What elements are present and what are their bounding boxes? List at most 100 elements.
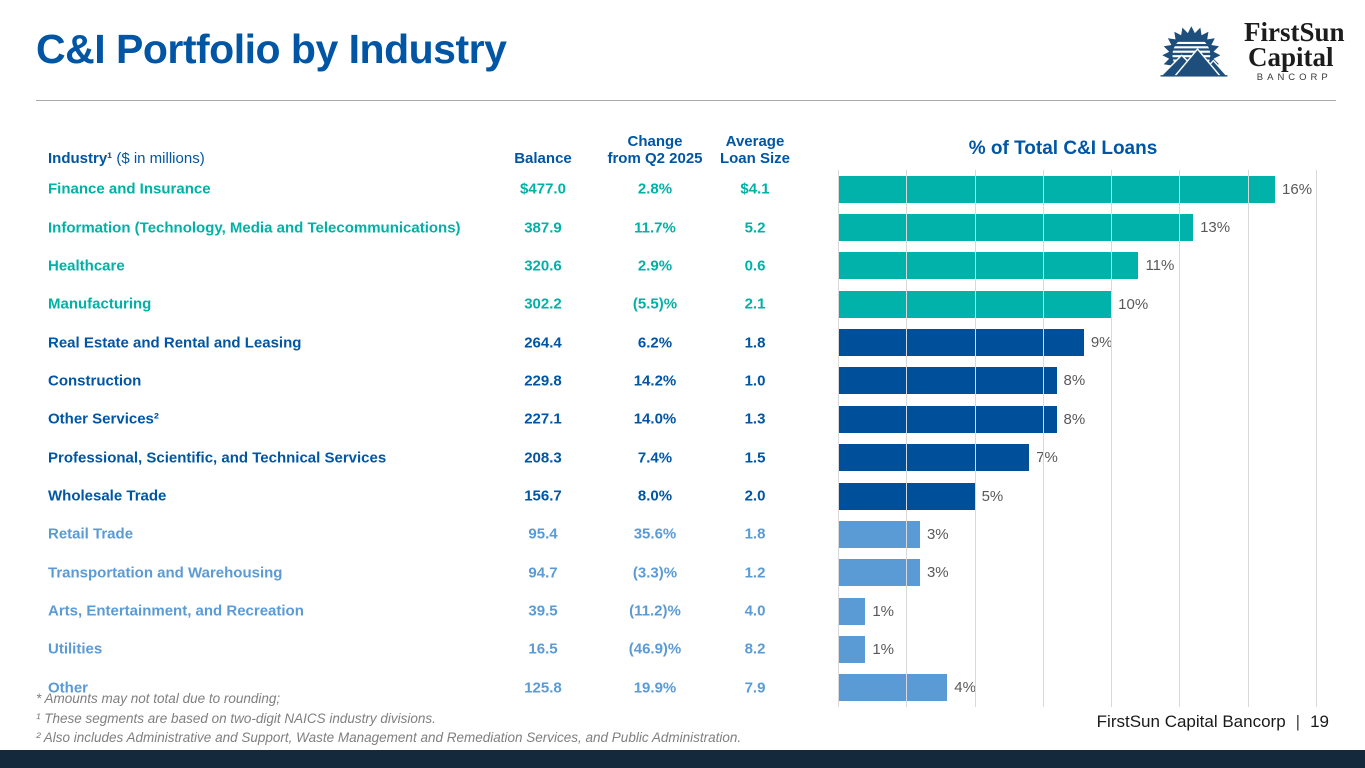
avg-loan-size-value: 1.2 (744, 564, 766, 582)
balance-value: 302.2 (524, 295, 562, 313)
balance-value: 125.8 (524, 679, 562, 697)
change-value: 8.0% (637, 487, 673, 505)
chart-bar-row: 13% (838, 208, 1316, 246)
footnote-other-services: ² Also includes Administrative and Suppo… (36, 730, 742, 745)
page-footer: FirstSun Capital Bancorp | 19 (1097, 712, 1329, 732)
bar (838, 367, 1057, 395)
bar-value-label: 7% (1036, 449, 1058, 467)
bar-value-label: 9% (1090, 334, 1113, 352)
bar-value-label: 11% (1145, 257, 1175, 275)
chart-bar-row: 1% (838, 630, 1316, 668)
industry-name: Professional, Scientific, and Technical … (48, 449, 387, 467)
chart-bar-row: 3% (838, 554, 1316, 592)
change-value: 14.2% (633, 372, 677, 390)
industry-name: Wholesale Trade (48, 487, 167, 505)
bar-value-label: 1% (872, 640, 894, 658)
bar (838, 674, 948, 702)
chart-gridline (1316, 170, 1317, 707)
table-row: Manufacturing 302.2 (5.5)% 2.1 (36, 285, 816, 323)
balance-value: 39.5 (528, 602, 558, 620)
balance-value: 387.9 (524, 219, 562, 237)
avg-loan-size-value: 1.3 (744, 410, 766, 428)
industry-name: Manufacturing (48, 295, 152, 313)
industry-name: Transportation and Warehousing (48, 564, 283, 582)
bar (838, 405, 1057, 433)
chart-bar-row: 1% (838, 592, 1316, 630)
table-row: Real Estate and Rental and Leasing 264.4… (36, 323, 816, 361)
footnotes: * Amounts may not total due to rounding;… (36, 689, 741, 748)
avg-loan-size-value: 1.8 (744, 525, 766, 543)
chart-bar-row: 7% (838, 439, 1316, 477)
chart-gridline (838, 170, 839, 707)
bottom-accent-bar (0, 750, 1365, 768)
table-row: Arts, Entertainment, and Recreation 39.5… (36, 592, 816, 630)
change-value: 19.9% (633, 679, 677, 697)
chart-gridline (1111, 170, 1113, 707)
bar (838, 597, 866, 625)
avg-loan-size-value: $4.1 (740, 180, 770, 198)
table-row: Information (Technology, Media and Telec… (36, 208, 816, 246)
bar-value-label: 10% (1118, 295, 1149, 313)
page-title: C&I Portfolio by Industry (36, 26, 507, 72)
change-header-line2: from Q2 2025 (607, 150, 703, 167)
change-value: 2.9% (637, 257, 673, 275)
chart-bar-row: 11% (838, 247, 1316, 285)
bar (838, 329, 1084, 357)
change-value: 2.8% (637, 180, 673, 198)
change-value: (11.2)% (629, 602, 681, 620)
avg-header-line1: Average (725, 133, 785, 150)
balance-value: 94.7 (528, 564, 558, 582)
balance-value: $477.0 (520, 180, 566, 198)
change-value: 11.7% (634, 219, 676, 237)
logo-wordmark-line2: Capital (1248, 41, 1334, 72)
avg-loan-size-value: 8.2 (744, 640, 766, 658)
table-row: Professional, Scientific, and Technical … (36, 439, 816, 477)
balance-value: 208.3 (524, 449, 562, 467)
column-header-industry: Industry¹ ($ in millions) (48, 150, 205, 167)
bar (838, 559, 920, 587)
bar-value-label: 5% (981, 487, 1004, 505)
bar-value-label: 8% (1063, 372, 1086, 390)
balance-value: 320.6 (524, 257, 562, 275)
chart-gridline (974, 170, 976, 707)
industry-name: Healthcare (48, 257, 125, 275)
change-value: 35.6% (633, 525, 677, 543)
table-row: Healthcare 320.6 2.9% 0.6 (36, 247, 816, 285)
balance-value: 227.1 (524, 410, 562, 428)
bar-value-label: 16% (1282, 180, 1313, 198)
avg-header-line2: Loan Size (719, 150, 790, 167)
table-header: Industry¹ ($ in millions) Balance Change… (36, 126, 816, 168)
avg-loan-size-value: 5.2 (744, 219, 766, 237)
change-value: 7.4% (637, 449, 673, 467)
industry-table: Finance and Insurance $477.0 2.8% $4.1 I… (36, 170, 816, 707)
industry-name: Real Estate and Rental and Leasing (48, 334, 302, 352)
chart-bar-row: 8% (838, 400, 1316, 438)
column-header-balance: Balance (514, 150, 572, 167)
column-header-change: Change from Q2 2025 (595, 133, 715, 167)
industry-name: Arts, Entertainment, and Recreation (48, 602, 304, 620)
page-number: 19 (1310, 712, 1329, 731)
industry-name: Information (Technology, Media and Telec… (48, 219, 461, 237)
table-row: Construction 229.8 14.2% 1.0 (36, 362, 816, 400)
chart-bar-row: 16% (838, 170, 1316, 208)
bar-value-label: 3% (926, 564, 949, 582)
avg-loan-size-value: 1.5 (744, 449, 766, 467)
bar (838, 444, 1030, 472)
bar (838, 635, 866, 663)
chart-title: % of Total C&I Loans (968, 138, 1158, 159)
chart-bar-row: 5% (838, 477, 1316, 515)
bar (838, 252, 1139, 280)
table-row: Retail Trade 95.4 35.6% 1.8 (36, 515, 816, 553)
balance-value: 95.4 (528, 525, 558, 543)
industry-name: Finance and Insurance (48, 180, 211, 198)
bar-value-label: 1% (872, 602, 894, 620)
chart-bar-row: 3% (838, 515, 1316, 553)
avg-loan-size-value: 2.1 (744, 295, 766, 313)
table-row: Utilities 16.5 (46.9)% 8.2 (36, 630, 816, 668)
avg-loan-size-value: 1.8 (744, 334, 766, 352)
industry-name: Utilities (48, 640, 103, 658)
chart-gridline (1247, 170, 1249, 707)
industry-name: Other (48, 679, 89, 697)
industry-name: Retail Trade (48, 525, 134, 543)
chart-bar-row: 4% (838, 669, 1316, 707)
